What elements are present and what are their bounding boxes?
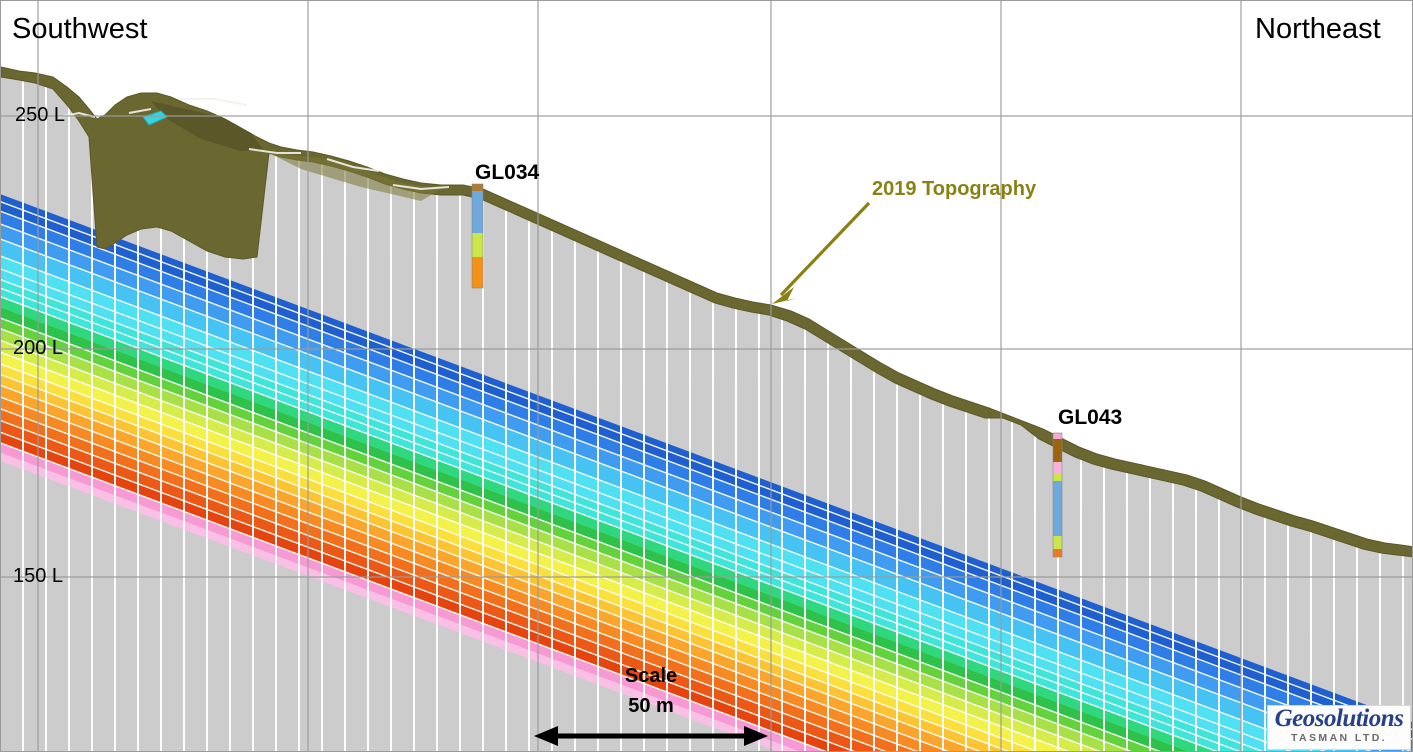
logo-wordmark: Geosolutions (1274, 705, 1404, 732)
drillhole-gl043[interactable] (1052, 432, 1063, 558)
topography-shading (151, 101, 441, 201)
scale-bar (534, 726, 768, 746)
surface-water-body (142, 110, 168, 126)
logo-subtitle: TASMAN LTD. (1291, 732, 1387, 744)
topography-arrow (772, 201, 871, 304)
company-logo: Geosolutions TASMAN LTD. (1267, 705, 1411, 750)
panel-separator-lines (22, 67, 1404, 751)
drillhole-gl034[interactable] (471, 183, 484, 289)
